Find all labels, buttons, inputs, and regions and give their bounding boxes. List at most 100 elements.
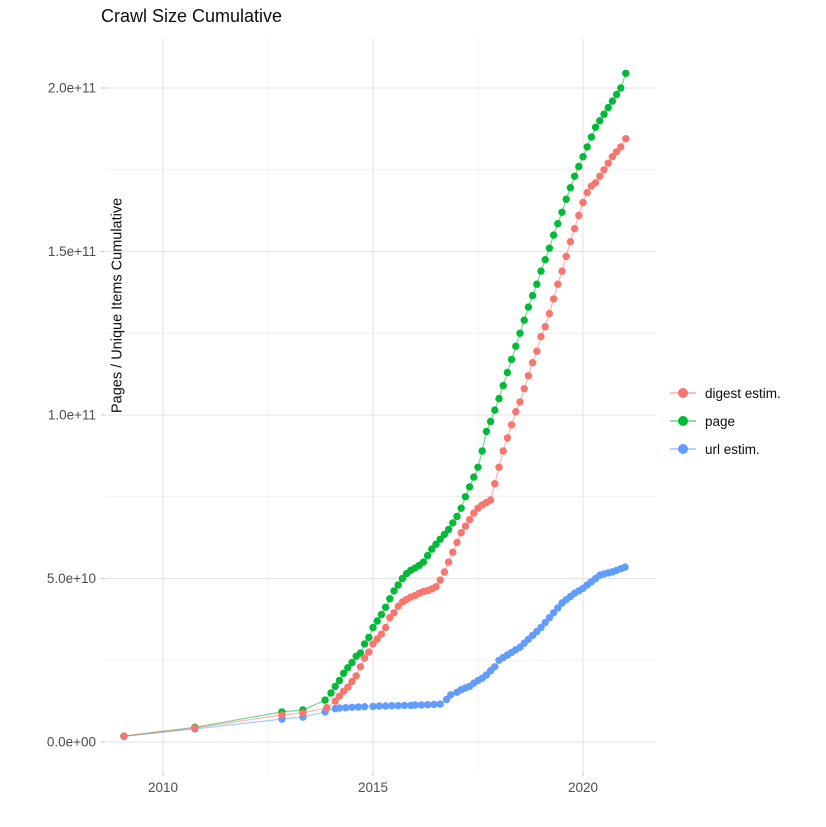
data-point-digestestim <box>579 198 587 207</box>
data-point-digestestim <box>528 359 537 367</box>
legend: digest estim. page url estim. <box>670 379 781 463</box>
data-point-page <box>570 172 579 180</box>
data-point-page <box>461 493 470 501</box>
data-point-digestestim <box>570 224 579 233</box>
y-tick-label: 0.0e+00 <box>47 735 96 750</box>
data-point-page <box>579 153 587 161</box>
data-point-digestestim <box>486 496 495 504</box>
data-point-urlestim <box>537 623 545 632</box>
data-point-page <box>465 483 474 491</box>
data-point-page <box>512 342 520 350</box>
data-point-page <box>470 473 478 481</box>
data-point-digestestim <box>495 463 503 471</box>
y-tick-label: 1.5e+11 <box>48 244 96 259</box>
data-point-page <box>608 97 617 105</box>
data-point-digestestim <box>299 709 307 717</box>
data-point-page <box>321 696 329 704</box>
data-point-digestestim <box>554 280 562 288</box>
data-point-page <box>369 623 377 632</box>
data-point-digestestim <box>191 724 199 732</box>
data-point-urlestim <box>621 563 629 571</box>
data-point-page <box>591 123 600 131</box>
data-point-digestestim <box>470 509 478 517</box>
data-point-page <box>377 610 386 619</box>
legend-label: digest estim. <box>705 385 781 401</box>
data-point-digestestim <box>533 347 541 355</box>
data-point-page <box>520 316 528 324</box>
data-point-page <box>537 267 545 275</box>
data-point-digestestim <box>323 704 331 712</box>
legend-key-url <box>670 442 696 456</box>
data-point-digestestim <box>377 630 386 638</box>
data-point-page <box>528 291 537 300</box>
data-point-digestestim <box>453 538 461 547</box>
data-point-page <box>533 280 541 288</box>
data-point-page <box>622 69 630 78</box>
data-point-page <box>524 303 533 311</box>
data-point-urlestim <box>491 663 499 671</box>
data-point-page <box>499 381 507 390</box>
data-point-urlestim <box>394 702 402 710</box>
data-point-digestestim <box>562 252 570 261</box>
y-tick-label: 5.0e+10 <box>47 571 96 586</box>
data-point-digestestim <box>120 732 128 740</box>
series-line-page <box>123 73 627 737</box>
data-point-digestestim <box>365 648 373 656</box>
data-point-page <box>495 394 503 403</box>
data-point-digestestim <box>449 548 457 556</box>
data-point-digestestim <box>360 654 369 662</box>
data-point-urlestim <box>430 700 438 709</box>
data-point-urlestim <box>335 704 344 712</box>
data-point-urlestim <box>423 701 432 709</box>
data-point-digestestim <box>622 135 630 143</box>
data-point-page <box>335 676 344 685</box>
data-point-page <box>549 231 558 239</box>
data-point-digestestim <box>432 583 440 591</box>
data-point-digestestim <box>465 515 474 524</box>
x-tick-label: 2010 <box>148 780 178 795</box>
data-point-page <box>436 535 444 543</box>
data-point-digestestim <box>369 640 377 648</box>
series-line-urlestim <box>123 566 626 737</box>
data-point-page <box>612 90 621 99</box>
data-point-urlestim <box>554 604 562 612</box>
data-point-urlestim <box>411 701 419 709</box>
data-point-urlestim <box>447 691 455 699</box>
data-point-digestestim <box>499 447 507 455</box>
data-point-page <box>562 195 570 203</box>
data-point-digestestim <box>512 408 520 416</box>
data-point-digestestim <box>541 323 549 331</box>
data-point-digestestim <box>386 614 394 622</box>
data-point-digestestim <box>356 663 365 671</box>
data-point-digestestim <box>612 148 621 156</box>
legend-dot-icon <box>678 388 688 398</box>
data-point-page <box>327 689 335 697</box>
data-point-page <box>491 406 499 414</box>
legend-item-digest: digest estim. <box>670 379 781 407</box>
data-point-page <box>440 530 449 539</box>
data-point-urlestim <box>400 701 409 710</box>
data-point-page <box>545 244 554 252</box>
data-point-digestestim <box>520 385 528 393</box>
data-point-digestestim <box>583 188 591 197</box>
data-point-digestestim <box>591 179 600 187</box>
data-point-page <box>432 540 440 548</box>
data-point-digestestim <box>348 677 356 686</box>
data-point-page <box>419 558 428 566</box>
data-point-urlestim <box>436 700 444 708</box>
data-point-page <box>482 427 491 436</box>
data-point-digestestim <box>608 153 617 161</box>
data-point-page <box>449 519 457 527</box>
legend-item-url: url estim. <box>670 435 781 463</box>
data-point-page <box>583 143 591 151</box>
data-point-urlestim <box>545 614 554 622</box>
data-point-page <box>617 84 625 92</box>
data-point-urlestim <box>348 703 356 711</box>
data-point-digestestim <box>390 609 398 617</box>
data-point-page <box>339 669 348 677</box>
x-tick-label: 2015 <box>358 780 388 795</box>
legend-label: url estim. <box>705 441 760 457</box>
data-point-digestestim <box>617 143 625 151</box>
legend-key-digest <box>670 386 696 400</box>
